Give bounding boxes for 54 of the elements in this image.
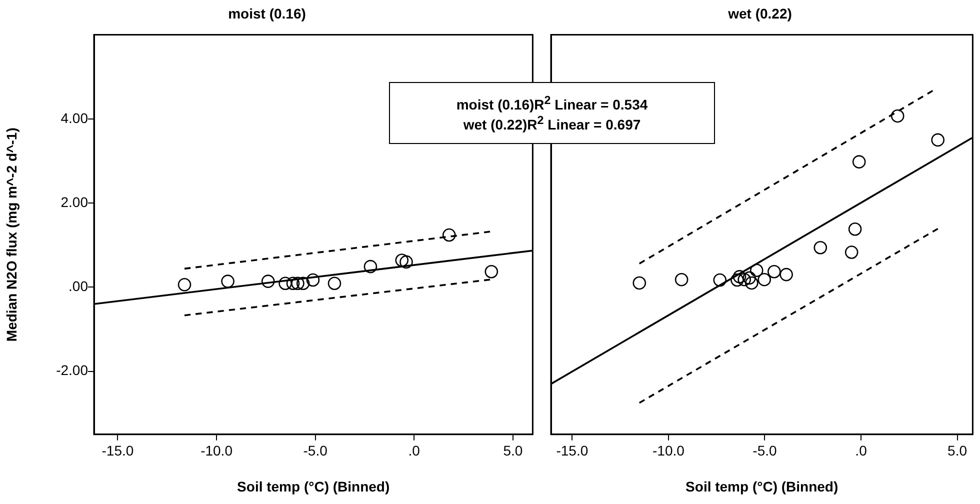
x-tick-label: .0 — [408, 442, 420, 459]
point — [744, 276, 758, 290]
point — [844, 246, 858, 259]
point — [278, 276, 292, 290]
point — [395, 254, 409, 267]
x-tick-label: -10.0 — [652, 442, 685, 459]
point — [852, 155, 866, 168]
chart-title: wet (0.22) — [727, 5, 792, 22]
point — [328, 276, 342, 290]
x-tick-label: -15.0 — [556, 442, 588, 459]
y-tick-label: -2.00 — [56, 362, 88, 378]
x-tick-label: -5.0 — [303, 442, 328, 459]
x-tick-label: 5.0 — [948, 442, 968, 459]
point — [178, 278, 192, 292]
point — [780, 268, 793, 282]
x-axis-title: Soil temp (°C) (Binned) — [237, 478, 390, 494]
point — [632, 276, 646, 290]
point — [296, 276, 310, 290]
point — [400, 255, 413, 269]
y-tick-label: .00 — [68, 278, 88, 294]
y-tick-label: 2.00 — [60, 194, 88, 210]
x-axis-title: Soil temp (°C) (Binned) — [686, 478, 838, 494]
point — [742, 271, 756, 285]
x-tick-label: 5.0 — [503, 442, 523, 459]
y-axis-title: Median N2O flux (mg m^-2 d^-1) — [3, 128, 20, 342]
point — [890, 109, 904, 123]
x-tick-label: -10.0 — [200, 442, 233, 459]
chart-title: moist (0.16) — [228, 5, 306, 22]
point — [261, 274, 275, 288]
point — [732, 270, 746, 284]
point — [306, 273, 320, 287]
x-tick-label: .0 — [855, 442, 868, 459]
point — [758, 272, 772, 286]
text-box: moist (0.16)R$^{2}$ Linear = 0.534 wet (0.22)R$^{2}$ Linear = 0.697 — [389, 82, 715, 144]
point — [848, 222, 862, 236]
point — [286, 276, 300, 290]
point — [484, 264, 498, 278]
point — [364, 260, 378, 274]
point — [730, 273, 744, 287]
point — [931, 133, 944, 147]
point — [738, 272, 751, 286]
y-tick-label: 4.00 — [60, 110, 88, 126]
point — [221, 274, 234, 288]
x-tick-label: -5.0 — [752, 442, 778, 459]
annotation: wet (0.22)R$^{2}$ Linear = 0.697 — [463, 113, 641, 133]
annotation: moist (0.16)R$^{2}$ Linear = 0.534 — [456, 93, 648, 113]
point — [768, 264, 781, 278]
point — [442, 228, 456, 242]
point — [814, 240, 828, 254]
point — [674, 272, 688, 286]
point — [750, 264, 764, 278]
x-tick-label: -15.0 — [102, 442, 134, 459]
point — [713, 273, 727, 287]
point — [291, 276, 304, 290]
